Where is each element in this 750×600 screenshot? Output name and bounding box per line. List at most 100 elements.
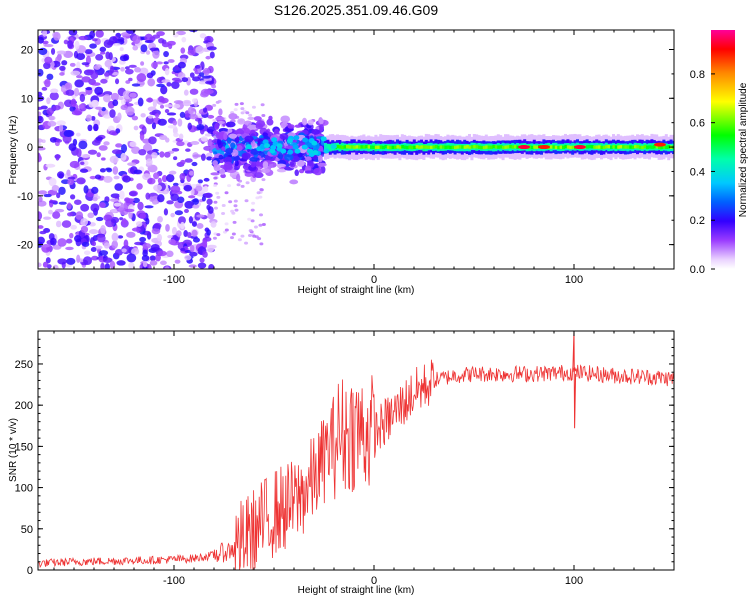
heatmap-cell	[43, 62, 51, 70]
heatmap-cell	[120, 104, 128, 111]
heatmap-cell	[480, 145, 484, 150]
heatmap-cell	[192, 237, 201, 243]
snr-series-line	[38, 359, 674, 570]
bottom-y-tick-label: 100	[15, 483, 33, 495]
heatmap-cell	[259, 242, 264, 246]
heatmap-cell	[80, 154, 91, 158]
snr-spike-mark	[572, 331, 577, 429]
heatmap-cell	[590, 145, 594, 149]
heatmap-cell	[497, 145, 501, 149]
heatmap-cell	[106, 168, 113, 173]
heatmap-cell	[475, 145, 479, 149]
heatmap-cell	[138, 149, 147, 156]
heatmap-cell	[39, 230, 47, 235]
heatmap-cell	[140, 113, 146, 118]
heatmap-cell	[133, 169, 143, 175]
heatmap-cell	[355, 145, 359, 149]
heatmap-cell	[636, 144, 640, 149]
heatmap-cell	[57, 258, 67, 265]
heatmap-cell	[38, 142, 42, 147]
heatmap-cell	[179, 173, 186, 181]
heatmap-cell	[213, 200, 218, 204]
heatmap-cell	[48, 177, 57, 187]
heatmap-cell	[148, 136, 157, 145]
heatmap-cell	[90, 203, 100, 213]
heatmap-cell	[569, 145, 573, 150]
heatmap-cell	[38, 138, 44, 143]
heatmap-cell	[95, 136, 103, 141]
heatmap-cell	[197, 118, 203, 125]
heatmap-cell	[284, 154, 294, 161]
heatmap-cell	[149, 47, 160, 51]
heatmap-cell	[437, 145, 441, 150]
heatmap-cell	[253, 116, 262, 122]
heatmap-cell	[619, 145, 623, 149]
heatmap-cell	[228, 133, 238, 139]
heatmap-cell	[113, 202, 121, 207]
heatmap-cell	[74, 235, 82, 243]
heatmap-cell	[307, 160, 314, 167]
heatmap-cell	[177, 216, 186, 225]
heatmap-cell	[434, 145, 438, 149]
heatmap-cell	[108, 130, 117, 136]
heatmap-cell	[217, 99, 222, 103]
heatmap-cell	[227, 128, 233, 134]
heatmap-cell	[163, 61, 169, 65]
heatmap-cell	[248, 229, 253, 233]
heatmap-cell	[365, 144, 369, 149]
heatmap-cell	[432, 145, 436, 149]
colorbar-tick-label: 0.2	[690, 215, 705, 227]
heatmap-cell	[91, 82, 101, 86]
heatmap-cell	[76, 52, 86, 61]
heatmap-cell	[93, 123, 99, 132]
heatmap-cell	[182, 101, 192, 107]
heatmap-cell	[338, 145, 342, 149]
heatmap-cell	[96, 234, 106, 243]
heatmap-cell	[103, 214, 113, 222]
heatmap-cell	[218, 108, 223, 116]
heatmap-cell	[42, 30, 48, 37]
heatmap-cell	[111, 232, 119, 242]
heatmap-layer	[38, 30, 674, 269]
heatmap-cell	[259, 188, 264, 192]
heatmap-cell	[155, 253, 161, 262]
heatmap-cell	[145, 158, 153, 166]
heatmap-cell	[125, 30, 136, 34]
heatmap-cell	[113, 175, 120, 180]
heatmap-cell	[374, 145, 378, 150]
heatmap-cell	[294, 148, 301, 154]
heatmap-cell	[554, 145, 558, 150]
heatmap-cell	[292, 144, 299, 150]
heatmap-cell	[213, 176, 218, 180]
heatmap-cell	[183, 184, 193, 192]
heatmap-cell	[139, 236, 147, 243]
heatmap-cell	[181, 77, 189, 83]
heatmap-cell	[144, 40, 154, 44]
heatmap-cell	[152, 49, 160, 59]
heatmap-cell	[311, 129, 321, 135]
heatmap-cell	[180, 247, 186, 252]
heatmap-cell	[81, 241, 90, 247]
heatmap-cell	[78, 104, 85, 109]
heatmap-cell	[41, 86, 48, 91]
heatmap-cell	[132, 197, 140, 204]
heatmap-cell	[115, 248, 123, 256]
heatmap-cell	[202, 67, 211, 76]
bottom-y-tick-label: 200	[15, 400, 33, 412]
heatmap-cell	[370, 145, 373, 149]
heatmap-cell	[38, 47, 48, 56]
heatmap-cell	[42, 40, 49, 45]
heatmap-cell	[206, 46, 217, 51]
heatmap-cell	[185, 148, 191, 152]
top-y-tick-label: 20	[21, 45, 33, 57]
heatmap-cell	[147, 177, 156, 185]
heatmap-cell	[258, 195, 263, 199]
heatmap-cell	[588, 144, 592, 149]
heatmap-cell	[47, 120, 57, 127]
heatmap-cell	[44, 78, 51, 88]
heatmap-cell	[224, 228, 229, 232]
heatmap-cell	[358, 145, 361, 149]
heatmap-cell	[307, 119, 314, 126]
heatmap-cell	[128, 191, 137, 197]
